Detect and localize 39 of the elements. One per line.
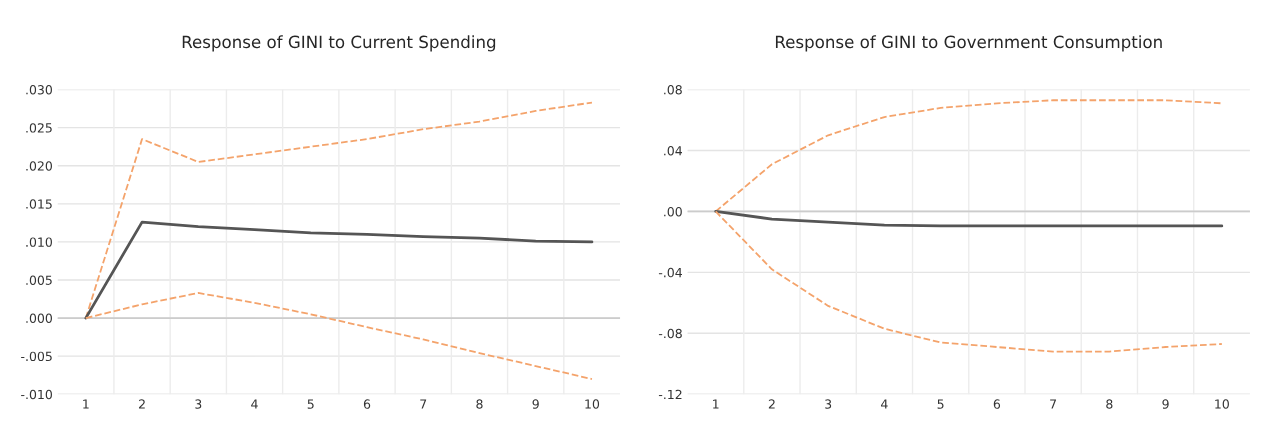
x-tick-label: 3	[825, 399, 832, 409]
y-tick-label: .000	[26, 313, 52, 324]
x-tick-label: 8	[1106, 399, 1113, 409]
x-tick-label: 4	[251, 399, 258, 409]
y-tick-label: .08	[664, 85, 682, 95]
chart-title: Response of GINI to Government Consumption	[775, 35, 1162, 52]
x-tick-label: 1	[713, 399, 719, 409]
y-tick-label: .025	[26, 123, 52, 133]
y-tick-label: .020	[26, 161, 52, 171]
y-tick-label: -.08	[658, 328, 682, 339]
x-tick-label: 6	[993, 399, 1001, 409]
x-tick-label: 10	[585, 399, 600, 409]
x-tick-label: 3	[195, 399, 202, 409]
line-series	[84, 220, 594, 320]
x-tick-label: 2	[138, 399, 145, 409]
y-tick-label: -.12	[658, 389, 682, 399]
x-tick-label: 9	[532, 399, 539, 409]
x-tick-label: 1	[83, 399, 89, 409]
line-series	[714, 210, 1224, 228]
y-tick-label: .005	[26, 275, 52, 285]
x-tick-label: 9	[1162, 399, 1169, 409]
y-tick-label: -.04	[658, 267, 682, 278]
x-tick-label: 6	[363, 399, 371, 409]
y-tick-label: .030	[26, 85, 52, 95]
x-tick-label: 5	[307, 399, 314, 409]
x-tick-label: 8	[476, 399, 483, 409]
y-tick-label: .04	[664, 146, 682, 156]
chart-title: Response of GINI to Current Spending	[182, 35, 496, 52]
y-tick-label: -.010	[21, 389, 52, 400]
x-tick-label: 5	[937, 399, 944, 409]
y-tick-label: .010	[26, 237, 52, 247]
x-tick-label: 10	[1215, 399, 1229, 409]
x-tick-label: 7	[420, 399, 427, 409]
y-tick-label: .015	[26, 199, 52, 209]
x-tick-label: 2	[768, 399, 775, 409]
x-tick-label: 7	[1050, 399, 1057, 409]
y-tick-label: .00	[664, 206, 682, 217]
x-tick-label: 4	[881, 399, 888, 409]
y-tick-label: -.005	[21, 351, 52, 362]
